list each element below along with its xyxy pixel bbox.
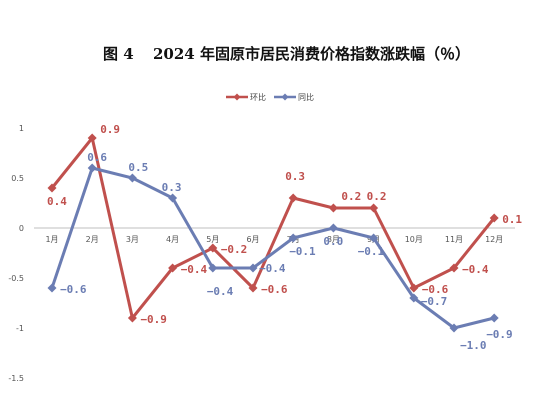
data-label: 0.4 bbox=[47, 195, 67, 208]
legend-item-1: 环比 bbox=[250, 92, 266, 102]
data-point bbox=[248, 263, 258, 273]
data-point bbox=[208, 243, 218, 253]
data-point bbox=[369, 233, 379, 243]
x-tick-label: 4月 bbox=[166, 235, 179, 244]
chart-title-row: 图 4 2024 年固原市居民消费价格指数涨跌幅（％） bbox=[0, 40, 542, 64]
y-tick-label: 0.5 bbox=[11, 174, 24, 183]
x-tick-label: 10月 bbox=[405, 235, 423, 244]
legend-item-2: 同比 bbox=[298, 92, 314, 102]
data-label: 0.2 bbox=[341, 190, 361, 203]
data-point bbox=[328, 203, 338, 213]
data-label: 0.6 bbox=[87, 151, 107, 164]
data-label: −0.6 bbox=[261, 283, 288, 296]
data-label: −0.6 bbox=[60, 283, 87, 296]
data-label: −0.9 bbox=[486, 328, 513, 341]
data-label: 0.1 bbox=[502, 213, 522, 226]
data-point bbox=[87, 133, 97, 143]
data-point bbox=[369, 203, 379, 213]
data-label: −0.6 bbox=[422, 283, 449, 296]
legend-swatch-marker bbox=[281, 93, 289, 101]
data-label: −0.1 bbox=[289, 245, 316, 258]
series-line-mom bbox=[50, 136, 496, 320]
data-point bbox=[449, 263, 459, 273]
data-label: 0.3 bbox=[285, 170, 305, 183]
data-label: −0.9 bbox=[140, 313, 167, 326]
data-point bbox=[127, 313, 137, 323]
y-tick-label: 1 bbox=[19, 124, 24, 133]
data-label: −0.4 bbox=[207, 285, 234, 298]
x-tick-label: 11月 bbox=[445, 235, 463, 244]
figure-number: 图 4 bbox=[103, 45, 134, 63]
x-tick-label: 12月 bbox=[485, 235, 503, 244]
x-tick-label: 3月 bbox=[126, 235, 139, 244]
data-label: 0.5 bbox=[128, 161, 148, 174]
data-point bbox=[489, 313, 499, 323]
y-tick-label: 0 bbox=[19, 224, 24, 233]
y-tick-label: -1 bbox=[16, 324, 24, 333]
series-line-yoy bbox=[50, 166, 495, 330]
data-label: 0.9 bbox=[100, 123, 120, 136]
x-tick-label: 1月 bbox=[45, 235, 58, 244]
data-point bbox=[288, 193, 298, 203]
y-tick-label: -1.5 bbox=[8, 374, 24, 383]
data-label: −0.4 bbox=[181, 263, 208, 276]
x-tick-label: 2月 bbox=[86, 235, 99, 244]
data-label: 0.0 bbox=[323, 235, 343, 248]
data-point bbox=[409, 283, 419, 293]
data-point bbox=[208, 263, 218, 273]
data-point bbox=[127, 173, 137, 183]
chart-title: 2024 年固原市居民消费价格指数涨跌幅（％） bbox=[153, 45, 470, 63]
data-point bbox=[409, 293, 419, 303]
data-point bbox=[248, 283, 258, 293]
x-tick-label: 8月 bbox=[327, 235, 340, 244]
data-point bbox=[449, 323, 459, 333]
data-label: −1.0 bbox=[460, 339, 487, 352]
data-label: 0.2 bbox=[367, 190, 387, 203]
data-point bbox=[288, 233, 298, 243]
x-tick-label: 5月 bbox=[206, 235, 219, 244]
data-point bbox=[328, 223, 338, 233]
data-point bbox=[47, 183, 57, 193]
data-label: 0.3 bbox=[162, 181, 182, 194]
data-point bbox=[87, 163, 97, 173]
legend-swatch-marker bbox=[233, 93, 241, 101]
data-point bbox=[168, 263, 178, 273]
data-point bbox=[168, 193, 178, 203]
x-tick-label: 6月 bbox=[246, 235, 259, 244]
data-point bbox=[47, 283, 57, 293]
data-label: −0.4 bbox=[259, 262, 286, 275]
data-label: −0.1 bbox=[358, 245, 385, 258]
data-label: −0.4 bbox=[462, 263, 489, 276]
data-point bbox=[489, 213, 499, 223]
y-tick-label: -0.5 bbox=[8, 274, 24, 283]
data-label: −0.7 bbox=[421, 295, 448, 308]
data-label: −0.2 bbox=[221, 243, 248, 256]
